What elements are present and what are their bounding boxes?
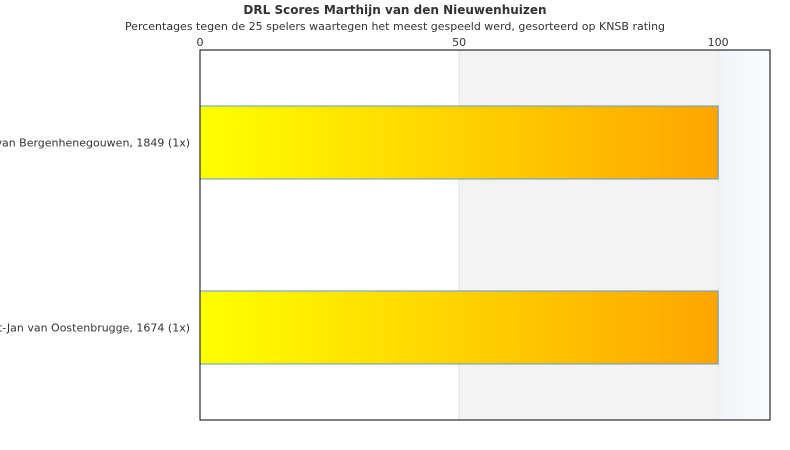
chart-title: DRL Scores Marthijn van den Nieuwenhuize… <box>243 3 547 17</box>
category-label: van Bergenhenegouwen, 1849 (1x) <box>0 137 190 150</box>
chart-subtitle: Percentages tegen de 25 spelers waartege… <box>124 20 666 33</box>
category-label: t-Jan van Oostenbrugge, 1674 (1x) <box>0 322 190 335</box>
tick-label: 0 <box>197 36 204 49</box>
bar <box>199 290 719 365</box>
plot-band <box>718 50 770 420</box>
plot-frame <box>199 49 771 421</box>
bar <box>199 105 719 180</box>
tick-label: 50 <box>452 36 466 49</box>
tick-label: 100 <box>708 36 729 49</box>
